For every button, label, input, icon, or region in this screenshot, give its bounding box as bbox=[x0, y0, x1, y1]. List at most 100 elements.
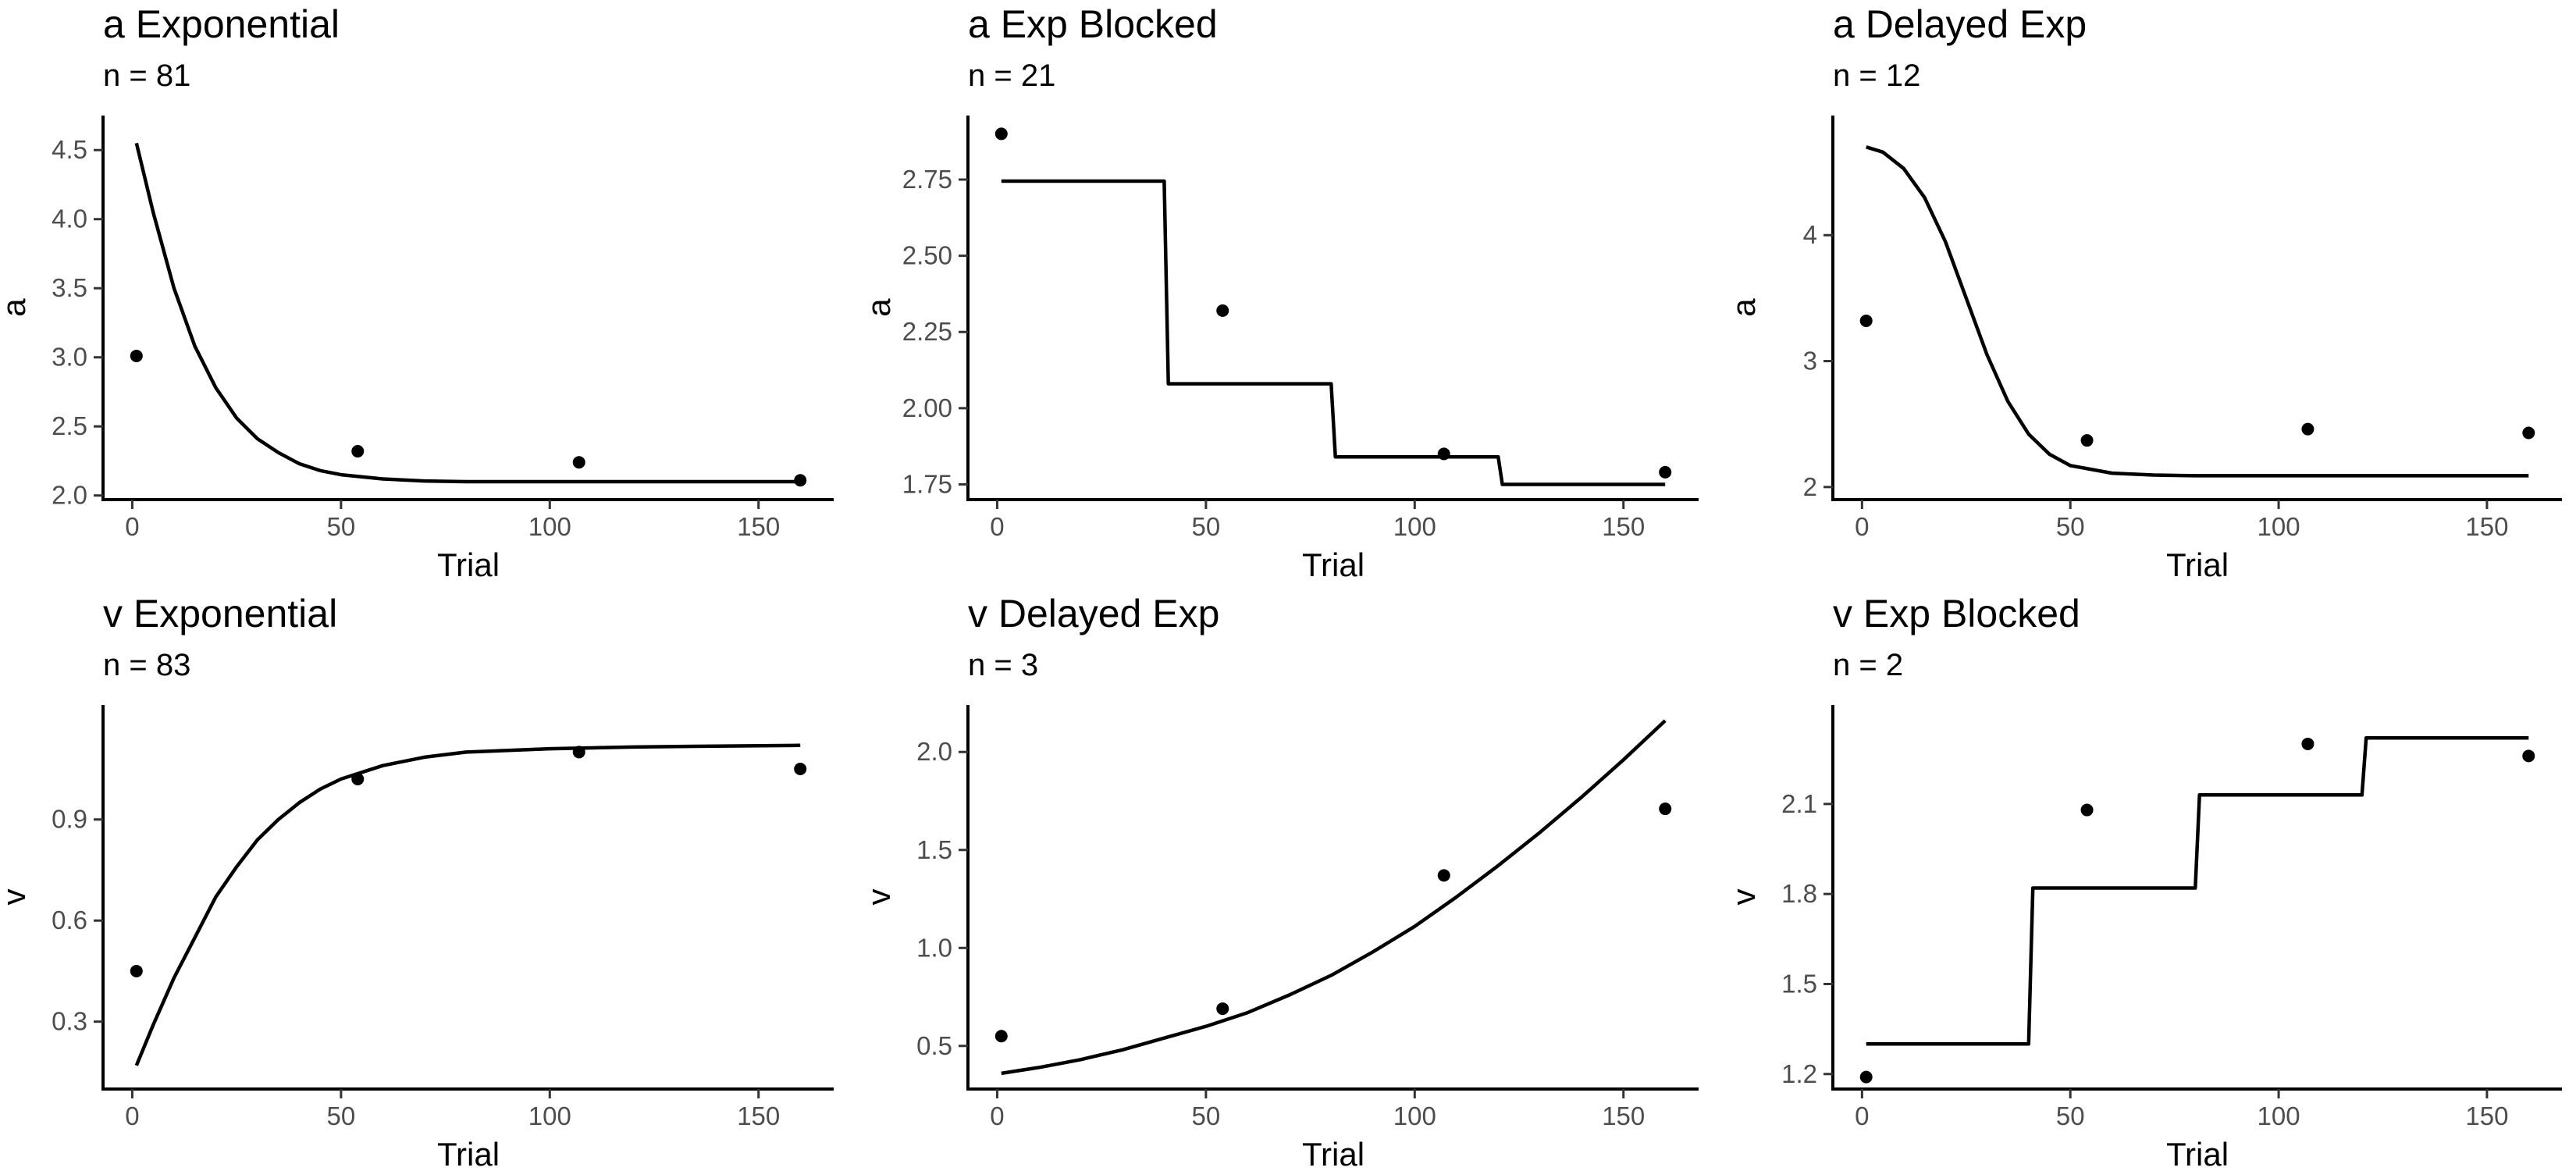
data-point bbox=[351, 772, 365, 785]
y-tick-label: 0.5 bbox=[916, 1031, 952, 1060]
x-axis-title: Trial bbox=[1302, 546, 1364, 583]
x-tick-label: 150 bbox=[1602, 1102, 1645, 1130]
y-tick-label: 2.50 bbox=[902, 241, 952, 270]
chart-panel: a Delayed Exp n = 12 0 50 100 150 2 3 4 Trial a bbox=[1725, 2, 2562, 583]
fit-curve-line bbox=[1866, 145, 2529, 478]
y-tick-label: 2.25 bbox=[902, 317, 952, 346]
x-tick-label: 100 bbox=[528, 512, 571, 541]
data-point bbox=[2522, 426, 2535, 440]
x-axis-title: Trial bbox=[1302, 1136, 1364, 1171]
x-tick-label: 150 bbox=[737, 512, 780, 541]
x-axis-title: Trial bbox=[437, 546, 500, 583]
fit-curve-line bbox=[1866, 736, 2529, 1046]
x-tick-label: 50 bbox=[327, 512, 356, 541]
panel-title: v Delayed Exp bbox=[968, 592, 1219, 635]
x-tick-label: 50 bbox=[1192, 1102, 1221, 1130]
y-tick-label: 3.5 bbox=[52, 273, 87, 302]
fit-curve-line bbox=[134, 142, 801, 484]
x-tick-label: 100 bbox=[1393, 512, 1436, 541]
x-tick-label: 50 bbox=[1192, 512, 1221, 541]
y-tick-label: 1.0 bbox=[916, 933, 952, 962]
data-point bbox=[2301, 737, 2314, 750]
chart-panel: a Exp Blocked n = 21 0 50 100 150 1.75 2.00 2.25… bbox=[860, 2, 1699, 583]
y-tick-label: 1.75 bbox=[902, 469, 952, 498]
chart-panel: a Exponential n = 81 0 50 100 150 2.0 2.5 3.0 3.5… bbox=[0, 2, 834, 583]
y-tick-label: 0.9 bbox=[52, 805, 87, 834]
x-axis-title: Trial bbox=[2166, 546, 2229, 583]
panel-title: a Exp Blocked bbox=[968, 2, 1218, 46]
data-point bbox=[1659, 803, 1672, 816]
x-tick-label: 150 bbox=[2465, 1102, 2508, 1130]
data-point bbox=[794, 763, 807, 775]
x-tick-label: 0 bbox=[990, 512, 1004, 541]
panel-title: a Delayed Exp bbox=[1833, 2, 2087, 46]
x-tick-label: 0 bbox=[1855, 1102, 1869, 1130]
x-tick-label: 0 bbox=[125, 512, 139, 541]
data-point bbox=[2080, 434, 2094, 447]
x-tick-label: 100 bbox=[2258, 1102, 2300, 1130]
panel-subtitle: n = 83 bbox=[103, 648, 190, 682]
x-tick-label: 150 bbox=[2465, 512, 2508, 541]
fit-curve-line bbox=[1001, 719, 1667, 1076]
panel-title: v Exponential bbox=[103, 592, 337, 635]
x-tick-label: 100 bbox=[528, 1102, 571, 1130]
y-tick-label: 4.0 bbox=[52, 205, 87, 233]
data-point bbox=[2080, 803, 2094, 817]
panel-subtitle: n = 21 bbox=[968, 59, 1055, 93]
data-point bbox=[994, 127, 1008, 141]
data-point bbox=[1437, 447, 1450, 461]
x-axis-title: Trial bbox=[2166, 1136, 2229, 1171]
fit-curve-line bbox=[1001, 179, 1666, 486]
x-tick-label: 50 bbox=[327, 1102, 356, 1130]
x-tick-label: 0 bbox=[125, 1102, 139, 1130]
panel-subtitle: n = 3 bbox=[968, 648, 1038, 682]
y-axis-title: a bbox=[860, 298, 897, 317]
y-tick-label: 2.75 bbox=[902, 165, 952, 194]
data-point bbox=[1859, 314, 1873, 327]
y-tick-label: 4 bbox=[1803, 220, 1817, 249]
y-tick-label: 1.2 bbox=[1781, 1059, 1817, 1088]
y-tick-label: 3.0 bbox=[52, 343, 87, 372]
y-tick-label: 2.5 bbox=[52, 411, 87, 440]
y-axis-title: a bbox=[0, 298, 32, 317]
x-tick-label: 150 bbox=[1602, 512, 1645, 541]
y-tick-label: 2.00 bbox=[902, 393, 952, 422]
data-point bbox=[572, 456, 585, 469]
y-tick-label: 4.5 bbox=[52, 135, 87, 164]
panel-subtitle: n = 81 bbox=[103, 59, 190, 93]
y-tick-label: 0.3 bbox=[52, 1007, 87, 1036]
y-tick-label: 1.5 bbox=[916, 835, 952, 864]
panel-subtitle: n = 12 bbox=[1833, 59, 1920, 93]
data-point bbox=[572, 746, 585, 759]
y-tick-label: 1.8 bbox=[1781, 879, 1817, 908]
y-axis-title: v bbox=[0, 889, 32, 906]
x-tick-label: 100 bbox=[1393, 1102, 1436, 1130]
data-point bbox=[794, 474, 807, 487]
x-axis-title: Trial bbox=[437, 1136, 500, 1171]
data-point bbox=[1216, 304, 1229, 317]
y-axis-title: v bbox=[1725, 889, 1762, 906]
chart-panel: v Exp Blocked n = 2 0 50 100 150 1.2 1.5 1.8 2.1 T… bbox=[1725, 592, 2562, 1171]
y-tick-label: 2 bbox=[1803, 472, 1817, 501]
panel-title: v Exp Blocked bbox=[1833, 592, 2080, 635]
data-point bbox=[994, 1030, 1008, 1043]
y-tick-label: 2.0 bbox=[52, 481, 87, 510]
x-tick-label: 50 bbox=[2056, 512, 2085, 541]
panel-title: a Exponential bbox=[103, 2, 340, 46]
x-tick-label: 150 bbox=[737, 1102, 780, 1130]
panel-subtitle: n = 2 bbox=[1833, 648, 1903, 682]
y-tick-label: 0.6 bbox=[52, 906, 87, 934]
data-point bbox=[1437, 869, 1450, 882]
y-tick-label: 1.5 bbox=[1781, 969, 1817, 998]
data-point bbox=[1859, 1070, 1873, 1084]
chart-panel: v Exponential n = 83 0 50 100 150 0.3 0.6 0.9 Tri… bbox=[0, 592, 834, 1171]
x-tick-label: 100 bbox=[2258, 512, 2300, 541]
fit-curve-line bbox=[134, 743, 801, 1066]
data-point bbox=[130, 349, 143, 362]
y-axis-title: a bbox=[1725, 298, 1762, 317]
data-point bbox=[130, 964, 143, 977]
y-tick-label: 2.0 bbox=[916, 737, 952, 766]
y-tick-label: 3 bbox=[1803, 347, 1817, 376]
data-point bbox=[2301, 422, 2314, 436]
